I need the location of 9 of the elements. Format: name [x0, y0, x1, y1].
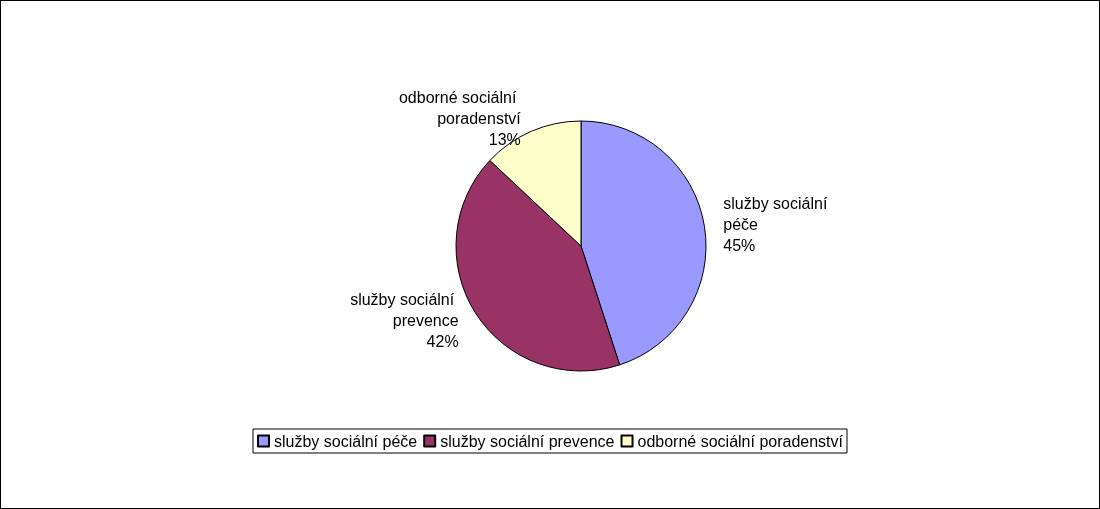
data-label: 45% — [723, 236, 756, 254]
slice-label: služby sociální péče — [723, 194, 832, 233]
slice-label: odborné sociální poradenství — [398, 88, 522, 127]
legend-label: odborné sociální poradenství — [637, 432, 844, 450]
slice-label: služby sociální prevence — [350, 290, 459, 329]
legend-label: služby sociální péče — [274, 432, 418, 450]
data-label: 42% — [426, 332, 459, 350]
data-label: 13% — [488, 130, 521, 148]
legend-label: služby sociální prevence — [440, 432, 615, 450]
